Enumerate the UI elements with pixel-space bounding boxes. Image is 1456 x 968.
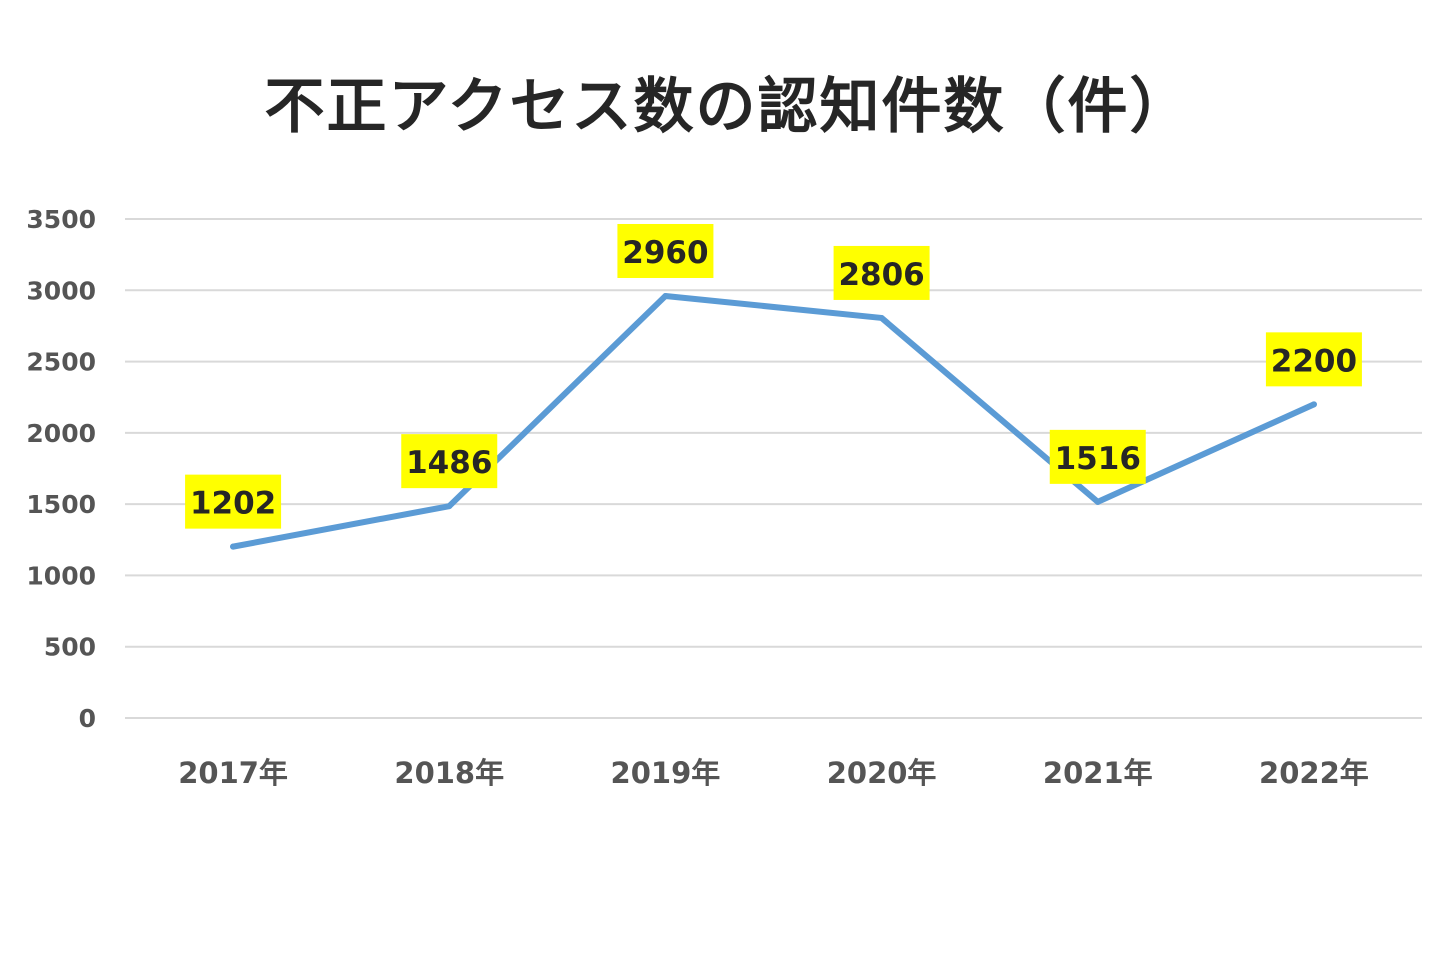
- y-tick-label: 2000: [26, 419, 96, 448]
- data-label-text: 1202: [190, 486, 276, 522]
- data-label-text: 1486: [406, 445, 492, 481]
- y-axis-ticks: 0 500 1000 1500 2000 2500 3000 3500: [26, 205, 96, 733]
- series-layer: [230, 292, 1317, 550]
- x-tick-label: 2021年: [1043, 756, 1153, 790]
- data-label-text: 2806: [838, 257, 924, 293]
- x-tick-label: 2020年: [827, 756, 937, 790]
- y-tick-label: 0: [79, 704, 96, 733]
- x-tick-label: 2022年: [1259, 756, 1369, 790]
- data-label-background: [617, 223, 714, 278]
- data-label-background: [1265, 332, 1362, 387]
- data-labels: 1202 1486 2960 2806 1516 2200: [185, 223, 1362, 529]
- chart-title: 不正アクセス数の認知件数（件）: [264, 72, 1192, 142]
- data-point: [1310, 401, 1317, 408]
- data-label-background: [833, 245, 930, 300]
- x-axis-ticks: 2017年 2018年 2019年 2020年 2021年 2022年: [178, 756, 1369, 790]
- data-label-text: 2960: [622, 235, 708, 271]
- data-point: [1094, 498, 1101, 505]
- data-label: 2960: [617, 223, 714, 278]
- x-tick-label: 2018年: [394, 756, 504, 790]
- data-label-text: 1516: [1055, 441, 1141, 477]
- x-tick-label: 2019年: [611, 756, 721, 790]
- data-label-background: [185, 474, 282, 529]
- data-point: [662, 292, 669, 299]
- y-tick-label: 500: [44, 633, 96, 662]
- x-tick-label: 2017年: [178, 756, 288, 790]
- data-label-background: [401, 434, 498, 489]
- data-label: 2806: [833, 245, 930, 300]
- data-label-text: 2200: [1271, 343, 1357, 379]
- y-tick-label: 1000: [26, 561, 96, 590]
- series-line: [230, 292, 1317, 550]
- y-tick-label: 3500: [26, 205, 96, 234]
- y-tick-label: 3000: [26, 276, 96, 305]
- y-tick-label: 2500: [26, 348, 96, 377]
- data-label: 2200: [1265, 332, 1362, 387]
- data-point: [446, 503, 453, 510]
- data-label-background: [1049, 429, 1146, 484]
- data-point: [878, 314, 885, 321]
- y-tick-label: 1500: [26, 490, 96, 519]
- data-label: 1202: [185, 474, 282, 529]
- data-label: 1486: [401, 434, 498, 489]
- data-label: 1516: [1049, 429, 1146, 484]
- data-point: [230, 543, 237, 550]
- gridlines: [125, 218, 1422, 719]
